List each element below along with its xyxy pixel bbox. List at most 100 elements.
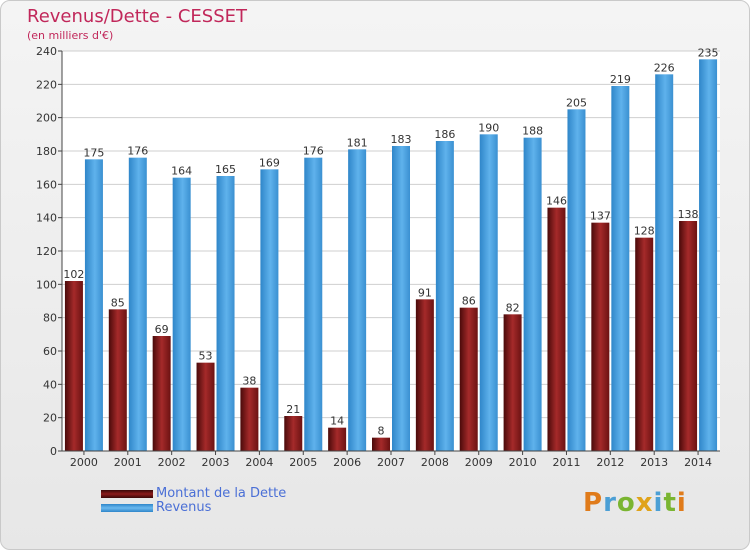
bar-revenus <box>392 146 410 451</box>
bar-debt <box>284 416 303 451</box>
proxiti-logo: Proxiti <box>583 488 687 518</box>
bar-revenus <box>699 59 718 451</box>
x-tick-label: 2003 <box>202 456 230 469</box>
data-label-revenus: 186 <box>434 128 455 141</box>
bar-debt <box>679 221 698 451</box>
bar-revenus <box>479 134 498 452</box>
bar-revenus <box>435 141 454 451</box>
data-label-revenus: 181 <box>347 136 368 149</box>
data-label-debt: 138 <box>678 208 699 221</box>
bar-revenus <box>523 137 542 451</box>
x-tick-label: 2005 <box>289 456 317 469</box>
bar-revenus <box>260 169 279 452</box>
x-tick-label: 2010 <box>509 456 537 469</box>
data-label-revenus: 175 <box>83 146 104 159</box>
data-label-revenus: 235 <box>698 46 719 59</box>
bar-revenus <box>216 176 235 451</box>
y-tick-label: 0 <box>50 445 57 458</box>
bar-revenus <box>655 74 674 451</box>
legend-swatch-debt <box>101 490 153 498</box>
legend-label-revenus: Revenus <box>156 500 212 515</box>
data-label-debt: 82 <box>506 301 520 314</box>
data-label-revenus: 176 <box>127 145 148 158</box>
data-label-revenus: 226 <box>654 61 675 74</box>
legend-swatch-revenus <box>101 504 153 512</box>
x-tick-label: 2008 <box>421 456 449 469</box>
data-label-debt: 146 <box>546 195 567 208</box>
x-tick-label: 2004 <box>245 456 273 469</box>
bar-debt <box>503 314 522 451</box>
x-tick-label: 2014 <box>684 456 712 469</box>
y-tick-label: 240 <box>36 45 57 58</box>
data-labels: 102 175 85 176 69 164 53 165 38 169 21 176 14 181 8 183… <box>63 46 718 437</box>
legend-label-debt: Montant de la Dette <box>156 486 287 501</box>
bar-revenus <box>611 86 630 451</box>
data-label-revenus: 164 <box>171 165 192 178</box>
bar-revenus <box>128 157 147 451</box>
x-tick-label: 2007 <box>377 456 405 469</box>
bar-debt <box>547 207 566 451</box>
x-tick-label: 2012 <box>596 456 624 469</box>
y-tick-label: 160 <box>36 178 57 191</box>
y-tick-label: 220 <box>36 78 57 91</box>
bar-debt <box>64 281 83 451</box>
data-label-debt: 85 <box>111 296 125 309</box>
data-label-debt: 128 <box>634 225 655 238</box>
x-tick-label: 2006 <box>333 456 361 469</box>
bar-debt <box>591 222 610 451</box>
data-label-revenus: 169 <box>259 156 280 169</box>
data-label-revenus: 165 <box>215 163 236 176</box>
x-tick-label: 2013 <box>640 456 668 469</box>
bar-debt <box>328 427 347 451</box>
bar-debt <box>635 237 654 451</box>
y-tick-label: 100 <box>36 278 57 291</box>
data-label-revenus: 183 <box>391 133 412 146</box>
data-label-debt: 8 <box>378 425 385 438</box>
data-label-debt: 14 <box>330 415 344 428</box>
bar-debt <box>459 307 478 451</box>
data-label-revenus: 205 <box>566 96 587 109</box>
x-tick-label: 2011 <box>552 456 580 469</box>
bar-revenus <box>567 109 586 451</box>
y-tick-label: 80 <box>43 312 57 325</box>
y-tick-label: 120 <box>36 245 57 258</box>
data-label-debt: 38 <box>242 375 256 388</box>
axes: 0 20 40 60 80 100 120 140 160 180 200 220 240 2000 200… <box>36 45 720 469</box>
x-tick-label: 2009 <box>465 456 493 469</box>
bar-revenus <box>84 159 103 452</box>
bar-debt <box>196 362 215 451</box>
data-label-debt: 53 <box>199 350 213 363</box>
bar-revenus <box>348 149 367 452</box>
data-label-revenus: 190 <box>478 121 499 134</box>
bars <box>64 59 718 452</box>
chart-subtitle: (en milliers d'€) <box>27 29 114 42</box>
bar-debt <box>372 437 390 451</box>
data-label-debt: 91 <box>418 286 432 299</box>
bar-debt <box>152 336 171 451</box>
data-label-debt: 86 <box>462 295 476 308</box>
y-tick-label: 200 <box>36 112 57 125</box>
data-label-debt: 21 <box>286 403 300 416</box>
data-label-debt: 137 <box>590 210 611 223</box>
y-tick-label: 140 <box>36 212 57 225</box>
data-label-revenus: 219 <box>610 73 631 86</box>
data-label-revenus: 188 <box>522 125 543 138</box>
x-tick-label: 2000 <box>70 456 98 469</box>
bar-debt <box>240 387 259 451</box>
y-tick-label: 60 <box>43 345 57 358</box>
bar-revenus <box>172 177 191 451</box>
chart-title: Revenus/Dette - CESSET <box>27 6 247 27</box>
x-tick-label: 2001 <box>114 456 142 469</box>
data-label-revenus: 176 <box>303 145 324 158</box>
y-tick-label: 20 <box>43 412 57 425</box>
y-tick-label: 40 <box>43 378 57 391</box>
bar-debt <box>108 309 127 451</box>
bar-debt <box>415 299 434 451</box>
grid-lines <box>62 50 720 452</box>
data-label-debt: 102 <box>63 268 84 281</box>
bar-revenus <box>304 157 323 451</box>
data-label-debt: 69 <box>155 323 169 336</box>
x-tick-label: 2002 <box>158 456 186 469</box>
